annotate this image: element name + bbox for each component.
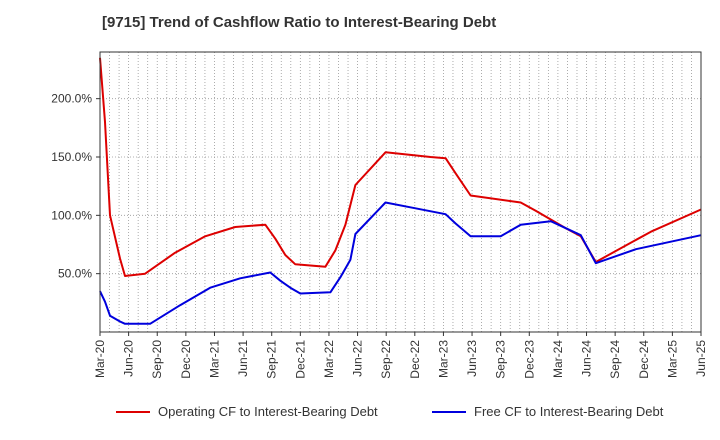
x-tick-label: Dec-23 [522, 340, 536, 379]
y-tick-label: 100.0% [51, 208, 92, 222]
legend-swatch-free-cf [432, 410, 466, 413]
legend: Operating CF to Interest-Bearing Debt Fr… [0, 404, 720, 426]
legend-item-operating-cf: Operating CF to Interest-Bearing Debt [116, 404, 378, 419]
x-tick-label: Dec-24 [637, 340, 651, 379]
x-tick-label: Sep-23 [494, 340, 508, 379]
x-tick-label: Jun-24 [580, 340, 594, 377]
x-tick-label: Mar-24 [551, 340, 565, 378]
x-tick-label: Mar-25 [665, 340, 679, 378]
x-tick-label: Jun-22 [351, 340, 365, 377]
x-tick-label: Dec-21 [293, 340, 307, 379]
x-tick-label: Jun-20 [122, 340, 136, 377]
legend-swatch-operating-cf [116, 410, 150, 413]
x-tick-label: Jun-23 [465, 340, 479, 377]
legend-label-free-cf: Free CF to Interest-Bearing Debt [474, 404, 664, 419]
x-tick-label: Dec-22 [408, 340, 422, 379]
y-tick-label: 50.0% [58, 267, 92, 281]
y-tick-label: 200.0% [51, 92, 92, 106]
x-tick-label: Jun-21 [236, 340, 250, 377]
x-tick-label: Sep-20 [150, 340, 164, 379]
y-axis: 50.0% 100.0% 150.0% 200.0% [51, 92, 100, 281]
series-line-free-cf [99, 201, 702, 325]
series-lines [99, 57, 702, 325]
legend-label-operating-cf: Operating CF to Interest-Bearing Debt [158, 404, 378, 419]
y-tick-label: 150.0% [51, 150, 92, 164]
plot-frame [99, 51, 702, 333]
x-tick-label: Mar-22 [322, 340, 336, 378]
x-axis: Mar-20 Jun-20 Sep-20 Dec-20 Mar-21 Jun-21 Sep-… [93, 332, 708, 379]
x-tick-label: Sep-21 [265, 340, 279, 379]
x-tick-label: Mar-21 [207, 340, 221, 378]
x-tick-label: Dec-20 [179, 340, 193, 379]
plot-border [99, 51, 702, 333]
x-tick-label: Mar-23 [436, 340, 450, 378]
x-tick-label: Mar-20 [93, 340, 107, 378]
x-tick-label: Jun-25 [694, 340, 708, 377]
grid [99, 52, 702, 332]
x-tick-label: Sep-22 [379, 340, 393, 379]
legend-item-free-cf: Free CF to Interest-Bearing Debt [432, 404, 663, 419]
series-line-operating-cf [99, 57, 702, 277]
chart-title: [9715] Trend of Cashflow Ratio to Intere… [102, 14, 497, 31]
x-tick-label: Sep-24 [608, 340, 622, 379]
